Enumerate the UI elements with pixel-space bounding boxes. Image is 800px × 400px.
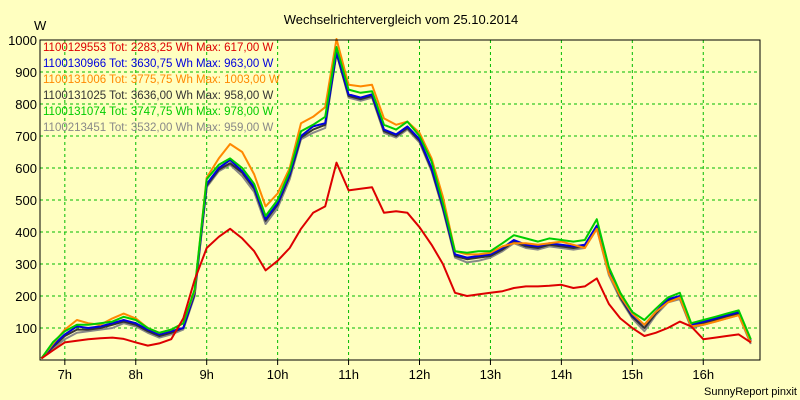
y-axis-label: W — [34, 18, 47, 33]
x-tick-label: 12h — [409, 367, 431, 382]
series-line-1100131074 — [40, 46, 752, 359]
series-line-1100131006 — [40, 38, 752, 360]
legend: 1100129553 Tot: 2283,25 Wh Max: 617,00 W… — [43, 42, 280, 134]
y-tick-labels: 100 200 300 400 500 600 700 800 900 1000 — [8, 33, 37, 336]
series-line-1100213451 — [40, 52, 752, 360]
series-line-1100130966 — [40, 50, 752, 360]
legend-entry-1100131074: 1100131074 Tot: 3747,75 Wh Max: 978,00 W — [43, 106, 274, 118]
y-tick-label: 300 — [15, 257, 37, 272]
y-tick-label: 700 — [15, 129, 37, 144]
plot-frame — [39, 39, 761, 361]
x-tick-label: 10h — [267, 367, 289, 382]
chart-footer: SunnyReport pinxit — [704, 386, 797, 398]
y-tick-label: 600 — [15, 161, 37, 176]
legend-entry-1100130966: 1100130966 Tot: 3630,75 Wh Max: 963,00 W — [43, 58, 274, 70]
chart-title: Wechselrichtervergleich vom 25.10.2014 — [284, 12, 519, 27]
series-layer — [40, 38, 752, 360]
y-tick-label: 1000 — [8, 33, 37, 48]
x-tick-label: 8h — [129, 367, 143, 382]
x-tick-label: 14h — [551, 367, 573, 382]
series-line-1100131025 — [40, 52, 752, 360]
legend-entry-1100129553: 1100129553 Tot: 2283,25 Wh Max: 617,00 W — [43, 42, 274, 54]
grid-layer — [40, 40, 760, 360]
x-tick-label: 9h — [199, 367, 213, 382]
legend-entry-1100131006: 1100131006 Tot: 3775,75 Wh Max: 1003,00 … — [43, 74, 280, 86]
y-tick-label: 800 — [15, 97, 37, 112]
series-line-1100129553 — [40, 161, 752, 360]
x-tick-labels: 7h 8h 9h 10h 11h 12h 13h 14h 15h 16h — [58, 360, 714, 382]
y-tick-label: 200 — [15, 289, 37, 304]
x-tick-label: 15h — [621, 367, 643, 382]
y-tick-label: 100 — [15, 321, 37, 336]
x-tick-label: 16h — [692, 367, 714, 382]
x-tick-label: 13h — [480, 367, 502, 382]
x-tick-label: 7h — [58, 367, 72, 382]
legend-entry-1100213451: 1100213451 Tot: 3532,00 Wh Max: 959,00 W — [43, 122, 274, 134]
y-tick-label: 900 — [15, 65, 37, 80]
x-tick-label: 11h — [338, 367, 359, 382]
y-tick-label: 500 — [15, 193, 37, 208]
y-tick-label: 400 — [15, 225, 37, 240]
legend-entry-1100131025: 1100131025 Tot: 3636,00 Wh Max: 958,00 W — [43, 90, 274, 102]
